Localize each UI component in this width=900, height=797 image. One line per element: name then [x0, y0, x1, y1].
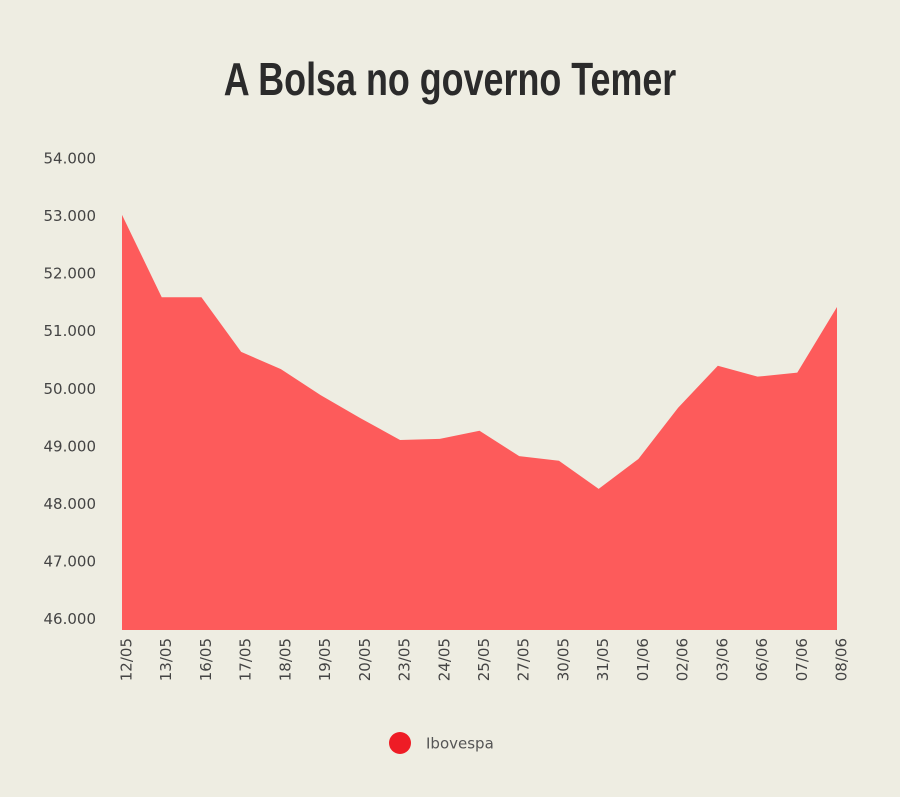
x-tick-label: 27/05	[515, 638, 533, 681]
x-tick-label: 20/05	[356, 638, 374, 681]
legend-label: Ibovespa	[426, 735, 494, 753]
x-tick-label: 23/05	[396, 638, 414, 681]
x-tick-label: 06/06	[753, 638, 771, 681]
y-tick-label: 46.000	[44, 610, 97, 628]
x-tick-label: 24/05	[435, 638, 453, 681]
x-tick-label: 19/05	[316, 638, 334, 681]
y-tick-label: 47.000	[44, 553, 97, 571]
area	[122, 214, 837, 630]
x-tick-label: 12/05	[118, 638, 136, 681]
x-tick-label: 02/06	[674, 638, 692, 681]
y-tick-label: 50.000	[44, 380, 97, 398]
x-tick-label: 18/05	[276, 638, 294, 681]
x-tick-label: 03/06	[713, 638, 731, 681]
x-tick-label: 16/05	[197, 638, 215, 681]
x-tick-label: 31/05	[594, 638, 612, 681]
x-tick-label: 17/05	[237, 638, 255, 681]
y-tick-label: 51.000	[44, 322, 97, 340]
x-tick-label: 07/06	[793, 638, 811, 681]
x-tick-label: 13/05	[157, 638, 175, 681]
y-tick-label: 49.000	[44, 437, 97, 455]
y-tick-label: 48.000	[44, 495, 97, 513]
chart-title: A Bolsa no governo Temer	[224, 54, 677, 105]
x-tick-label: 01/06	[634, 638, 652, 681]
y-tick-label: 53.000	[44, 207, 97, 225]
x-tick-label: 30/05	[554, 638, 572, 681]
x-tick-label: 25/05	[475, 638, 493, 681]
legend-marker	[389, 732, 411, 754]
y-tick-label: 52.000	[44, 265, 97, 283]
x-tick-label: 08/06	[833, 638, 851, 681]
y-tick-label: 54.000	[44, 150, 97, 168]
